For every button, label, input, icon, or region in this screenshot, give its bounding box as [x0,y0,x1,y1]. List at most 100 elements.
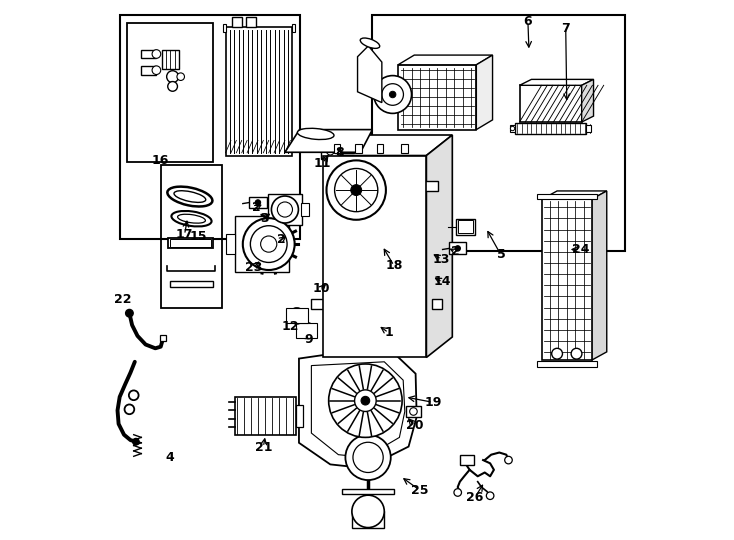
Polygon shape [592,191,607,360]
Bar [223,24,225,32]
Polygon shape [476,55,493,130]
Bar [537,194,597,199]
Circle shape [382,84,404,105]
Circle shape [126,309,133,317]
Text: 2: 2 [451,245,460,258]
Bar [292,24,295,32]
Bar [268,194,302,225]
Circle shape [133,438,139,445]
Polygon shape [299,349,417,468]
Text: 22: 22 [115,293,131,306]
Bar [352,511,385,528]
Bar [432,299,442,309]
Circle shape [361,396,370,405]
Text: 13: 13 [433,253,450,266]
Bar [542,199,592,360]
Bar [141,66,156,75]
Circle shape [355,390,377,411]
Circle shape [177,73,184,80]
Text: 19: 19 [424,396,442,409]
Bar [120,15,299,239]
Circle shape [571,348,582,359]
Circle shape [454,489,462,496]
Bar [310,299,324,309]
Bar [296,323,317,338]
Circle shape [272,196,299,223]
Bar [296,405,303,427]
Circle shape [288,308,305,324]
Bar [141,50,156,58]
Circle shape [250,226,287,262]
Bar [286,308,308,323]
Bar [424,181,438,191]
Text: 23: 23 [245,261,262,274]
Bar [246,17,255,27]
Circle shape [552,348,562,359]
Circle shape [351,185,362,195]
Bar [377,144,383,153]
Text: 18: 18 [385,259,403,272]
Circle shape [327,160,386,220]
Circle shape [327,147,334,155]
Text: 7: 7 [562,22,570,35]
Bar [456,219,475,235]
Circle shape [410,408,417,415]
Bar [355,175,401,201]
Bar [168,238,213,248]
Text: 6: 6 [523,15,532,28]
Ellipse shape [178,214,206,223]
Ellipse shape [167,187,212,206]
Circle shape [455,246,460,251]
Bar [160,335,166,341]
Text: 20: 20 [406,419,424,432]
Circle shape [352,495,385,528]
Circle shape [255,200,261,205]
Circle shape [329,364,402,437]
Bar [335,138,354,153]
Polygon shape [357,46,382,103]
Bar [333,144,340,153]
Circle shape [341,142,348,150]
Bar [170,239,211,247]
Ellipse shape [174,191,206,202]
Circle shape [168,82,178,91]
Text: 2: 2 [277,233,286,246]
Bar [232,17,241,27]
Text: 4: 4 [166,451,174,464]
Bar [355,296,401,322]
Text: 8: 8 [335,146,344,159]
Circle shape [353,442,383,472]
Circle shape [510,126,515,131]
Text: 26: 26 [466,491,484,504]
Bar [460,455,474,465]
Bar [250,197,266,208]
Text: 25: 25 [411,484,429,497]
Text: 24: 24 [572,243,589,256]
Text: 2: 2 [252,201,261,214]
Polygon shape [542,191,607,199]
Bar [520,85,581,122]
Circle shape [261,236,277,252]
Bar [235,216,289,272]
Circle shape [152,66,161,75]
Polygon shape [285,130,372,152]
Text: 21: 21 [255,441,272,454]
Bar [170,281,213,287]
Text: 1: 1 [384,326,393,339]
Bar [515,123,586,134]
Bar [458,220,473,233]
Bar [161,165,222,308]
Bar [225,234,235,254]
Bar [355,256,401,282]
Bar [398,65,476,130]
Bar [127,23,213,162]
Circle shape [167,71,178,83]
Ellipse shape [172,211,211,226]
Circle shape [293,312,301,320]
Bar [355,144,362,153]
Circle shape [278,232,283,238]
Bar [161,50,179,69]
Bar [235,397,296,435]
Circle shape [243,218,294,270]
Circle shape [374,76,412,113]
